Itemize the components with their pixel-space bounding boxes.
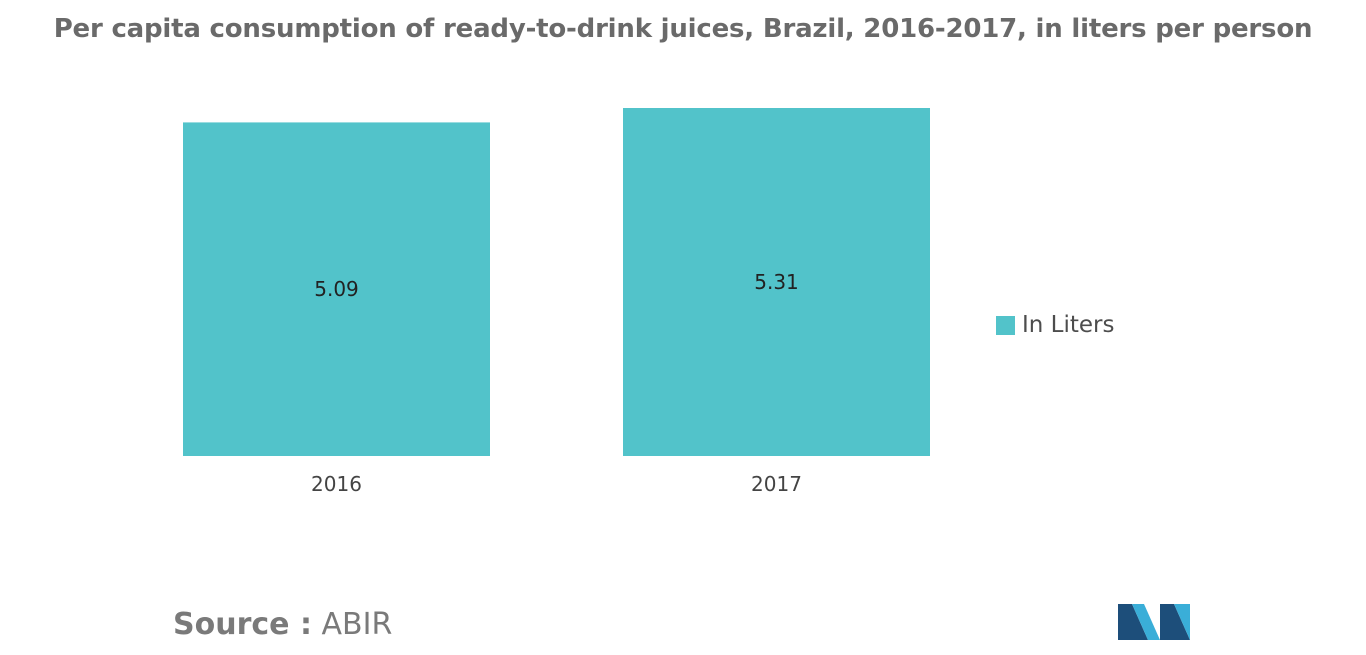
value-labels-group: 5.09 5.31 bbox=[314, 270, 799, 301]
value-label-2016: 5.09 bbox=[314, 277, 359, 301]
legend-swatch bbox=[996, 315, 1015, 335]
source-note: Source : ABIR bbox=[173, 607, 392, 642]
source-label: Source : bbox=[173, 607, 312, 642]
bar-2017 bbox=[623, 108, 930, 456]
source-value: ABIR bbox=[321, 607, 393, 642]
bar-chart: 5.09 5.31 2016 2017 bbox=[183, 108, 930, 496]
legend-label: In Liters bbox=[1022, 312, 1115, 338]
bars-group bbox=[183, 108, 930, 456]
value-label-2017: 5.31 bbox=[754, 270, 799, 294]
chart-title: Per capita consumption of ready-to-drink… bbox=[53, 14, 1313, 44]
x-tick-label-2016: 2016 bbox=[311, 472, 362, 496]
brand-logo-icon bbox=[1118, 604, 1190, 640]
tick-labels-group: 2016 2017 bbox=[311, 472, 802, 496]
bar-2016 bbox=[183, 122, 490, 456]
legend: In Liters bbox=[996, 312, 1114, 338]
x-tick-label-2017: 2017 bbox=[751, 472, 802, 496]
